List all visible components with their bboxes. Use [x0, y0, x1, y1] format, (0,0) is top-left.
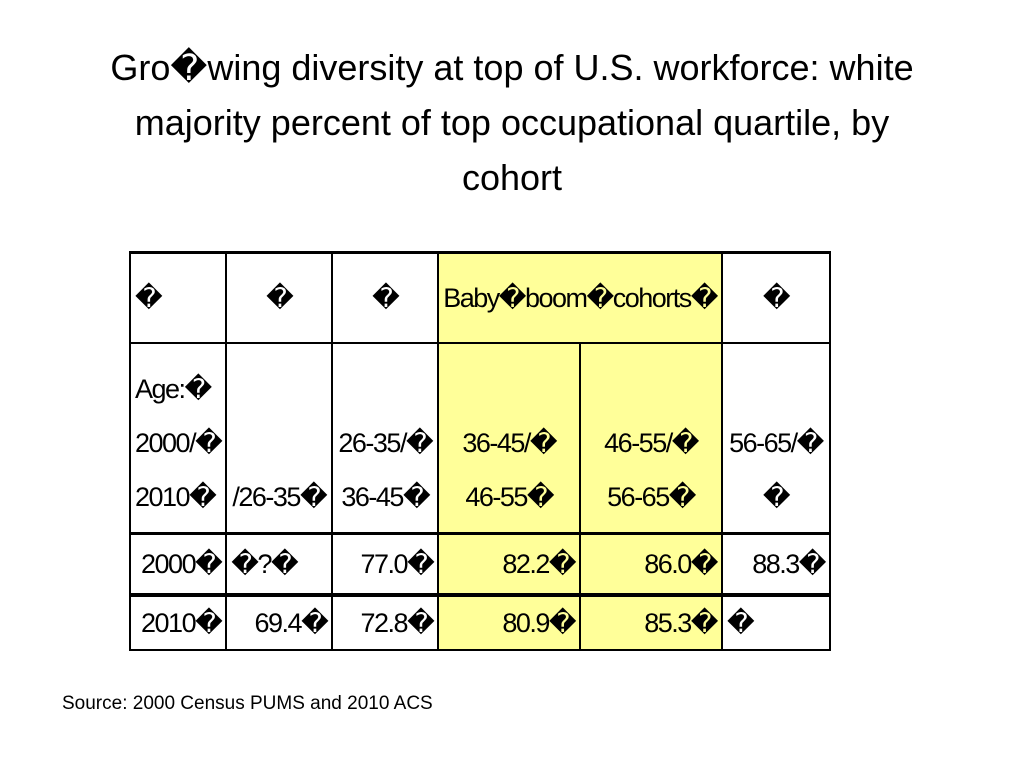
source-note: Source: 2000 Census PUMS and 2010 ACS — [62, 693, 433, 714]
value-cell: 69.4� — [225, 593, 334, 651]
header-cell-blank-2: � — [225, 251, 334, 344]
age-label-line: Age:� — [135, 374, 212, 404]
age-cell-col5: 56-65/� � — [720, 342, 831, 535]
age-cell-line: /26-35� — [232, 482, 327, 512]
slide-title: Gro�wing diversity at top of U.S. workfo… — [40, 40, 984, 205]
age-cell-line: 56-65� — [607, 482, 696, 512]
slide-title-line-2: majority percent of top occupational qua… — [134, 102, 890, 143]
age-label-line: 2000/� — [135, 428, 223, 458]
age-cell-col3: 36-45/� 46-55� — [437, 342, 582, 535]
value-cell: � — [720, 593, 831, 651]
age-cell-col4: 46-55/� 56-65� — [579, 342, 723, 535]
header-cell-baby-boom: Baby�boom�cohorts� — [437, 251, 723, 344]
value-cell: 72.8� — [331, 593, 440, 651]
value-cell: 85.3� — [579, 593, 723, 651]
age-cell-line: 46-55� — [465, 482, 554, 512]
age-cell-col2: 26-35/� 36-45� — [331, 342, 440, 535]
value-cell: 88.3� — [720, 532, 831, 596]
age-label-line: 2010� — [135, 482, 217, 512]
value-cell: �?� — [225, 532, 334, 596]
age-cell-line: 26-35/� — [338, 428, 433, 458]
year-label-2010: 2010� — [128, 593, 228, 651]
value-cell: 86.0� — [579, 532, 723, 596]
table-header-row: � � � Baby�boom�cohorts� � — [128, 251, 831, 344]
value-cell: 80.9� — [437, 593, 582, 651]
data-table: � � � Baby�boom�cohorts� � Age:� 2000/� … — [128, 251, 831, 651]
table-row-2000: 2000� �?� 77.0� 82.2� 86.0� 88.3� — [128, 532, 831, 596]
year-label-2000: 2000� — [128, 532, 228, 596]
age-cell-line: � — [762, 482, 791, 512]
slide-title-line-1: Gro�wing diversity at top of U.S. workfo… — [110, 47, 914, 88]
slide-title-line-3: cohort — [461, 157, 563, 198]
table-age-row: Age:� 2000/� 2010� /26-35� 26-35/� 36-45… — [128, 342, 831, 535]
age-cell-line: 36-45/� — [462, 428, 557, 458]
header-cell-blank-4: � — [720, 251, 831, 344]
age-cell-line: 46-55/� — [604, 428, 699, 458]
table-row-2010: 2010� 69.4� 72.8� 80.9� 85.3� � — [128, 593, 831, 651]
value-cell: 77.0� — [331, 532, 440, 596]
age-cell-col1: /26-35� — [225, 342, 334, 535]
age-cell-line: 56-65/� — [729, 428, 824, 458]
header-cell-blank-1: � — [128, 251, 228, 344]
age-label-cell: Age:� 2000/� 2010� — [128, 342, 228, 535]
value-cell: 82.2� — [437, 532, 582, 596]
header-cell-blank-3: � — [331, 251, 440, 344]
age-cell-line: 36-45� — [341, 482, 430, 512]
